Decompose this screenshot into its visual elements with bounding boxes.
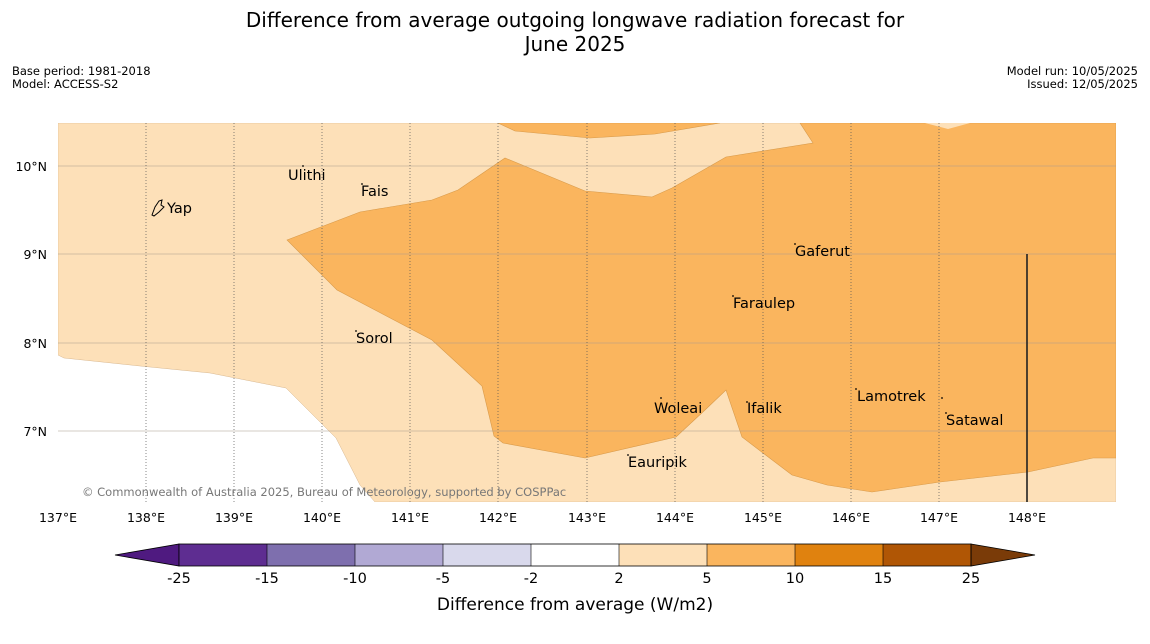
map-panel: Yap Ulithi Fais Gaferut Faraulep Sorol W… xyxy=(58,123,1116,502)
lon-label: 137°E xyxy=(39,510,77,525)
lat-label: 9°N xyxy=(23,247,47,262)
colorbar-tick-label: -2 xyxy=(524,571,538,587)
lon-label: 138°E xyxy=(127,510,165,525)
lon-label: 147°E xyxy=(920,510,958,525)
colorbar-label: Difference from average (W/m2) xyxy=(437,595,713,615)
colorbar: -25 -15 -10 -5 -2 2 5 10 15 25 Differenc… xyxy=(114,543,1036,615)
title-line-2: June 2025 xyxy=(524,32,626,56)
map-title: Difference from average outgoing longwav… xyxy=(0,8,1150,56)
lon-label: 139°E xyxy=(215,510,253,525)
colorbar-extend-high xyxy=(970,543,1036,567)
anomaly-region-5-10-northeast xyxy=(925,123,970,129)
title-line-1: Difference from average outgoing longwav… xyxy=(245,8,905,32)
colorbar-ticks: -25 -15 -10 -5 -2 2 5 10 15 25 xyxy=(167,571,980,587)
place-label-ulithi: Ulithi xyxy=(288,168,326,184)
yap-island-shape xyxy=(151,199,165,217)
model-run: Model run: 10/05/2025 xyxy=(1006,64,1138,78)
anomaly-region-5-10 xyxy=(286,123,1116,493)
lon-label: 140°E xyxy=(303,510,341,525)
colorbar-cell xyxy=(179,544,267,566)
place-label-yap: Yap xyxy=(166,201,192,217)
colorbar-tick-label: 15 xyxy=(874,571,892,587)
colorbar-cell xyxy=(443,544,531,566)
place-labels: Yap Ulithi Fais Gaferut Faraulep Sorol W… xyxy=(166,168,1003,471)
colorbar-outline xyxy=(178,543,972,567)
place-label-lamotrek: Lamotrek xyxy=(857,389,926,405)
colorbar-tick-label: 2 xyxy=(614,571,623,587)
place-label-woleai: Woleai xyxy=(654,401,702,417)
place-label-fais: Fais xyxy=(361,184,388,200)
colorbar-cell xyxy=(355,544,443,566)
place-label-satawal: Satawal xyxy=(946,413,1003,429)
place-label-ifalik: Ifalik xyxy=(747,401,782,417)
model-name: Model: ACCESS-S2 xyxy=(12,77,119,91)
lon-label: 146°E xyxy=(832,510,870,525)
lon-label: 148°E xyxy=(1008,510,1046,525)
island-markers xyxy=(302,165,947,456)
lon-label: 144°E xyxy=(656,510,694,525)
base-period: Base period: 1981-2018 xyxy=(12,64,151,78)
lon-label: 143°E xyxy=(568,510,606,525)
colorbar-tick-label: -10 xyxy=(343,571,367,587)
colorbar-extend-low xyxy=(114,543,180,567)
place-label-faraulep: Faraulep xyxy=(733,296,795,312)
lon-axis-labels: 137°E 138°E 139°E 140°E 141°E 142°E 143°… xyxy=(39,510,1046,525)
lat-label: 7°N xyxy=(23,424,47,439)
lon-label: 141°E xyxy=(391,510,429,525)
colorbar-tick-label: -15 xyxy=(255,571,279,587)
lat-label: 8°N xyxy=(23,336,47,351)
lon-label: 142°E xyxy=(479,510,517,525)
colorbar-cell xyxy=(707,544,795,566)
colorbar-tick-label: -25 xyxy=(167,571,191,587)
issued-date: Issued: 12/05/2025 xyxy=(1027,77,1138,91)
colorbar-cell xyxy=(531,544,619,566)
meta-right: Model run: 10/05/2025 Issued: 12/05/2025 xyxy=(1007,65,1138,91)
lat-label: 10°N xyxy=(15,159,47,174)
colorbar-tick-label: 5 xyxy=(702,571,711,587)
anomaly-region-5-10-north xyxy=(497,123,721,139)
lat-axis-labels: 10°N 9°N 8°N 7°N xyxy=(15,159,47,439)
colorbar-cell xyxy=(267,544,355,566)
colorbar-cell xyxy=(883,544,971,566)
place-label-sorol: Sorol xyxy=(356,331,393,347)
colorbar-tick-label: 25 xyxy=(962,571,980,587)
lon-gridlines xyxy=(145,123,940,502)
place-label-eauripik: Eauripik xyxy=(628,455,687,471)
colorbar-tick-label: 10 xyxy=(786,571,804,587)
meta-left: Base period: 1981-2018 Model: ACCESS-S2 xyxy=(12,65,151,91)
lon-label: 145°E xyxy=(744,510,782,525)
place-label-gaferut: Gaferut xyxy=(795,244,850,260)
colorbar-cell xyxy=(619,544,707,566)
colorbar-cell xyxy=(795,544,883,566)
colorbar-tick-label: -5 xyxy=(436,571,450,587)
copyright-text: © Commonwealth of Australia 2025, Bureau… xyxy=(82,485,566,499)
